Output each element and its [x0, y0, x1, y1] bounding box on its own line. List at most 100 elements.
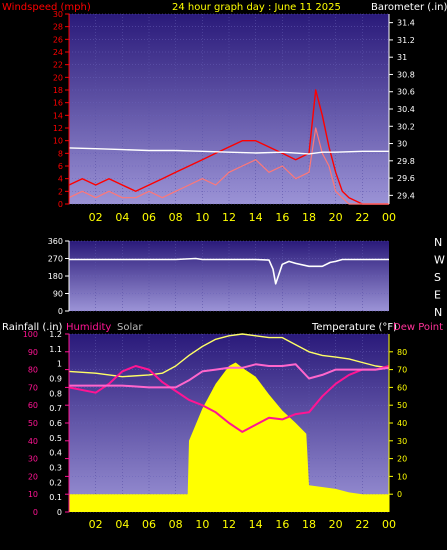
- left-label-rainfall: Rainfall (.in): [2, 322, 63, 333]
- x-tick-label: 12: [222, 518, 236, 531]
- right-tick-label: 30.8: [397, 70, 415, 79]
- temp-tick-label: 50: [397, 401, 407, 410]
- left-tick-label: 22: [53, 61, 63, 70]
- compass-label: E: [434, 289, 441, 302]
- left-tick-label: 2: [58, 187, 63, 196]
- dir-left-tick-label: 270: [48, 255, 63, 264]
- temp-tick-label: 60: [397, 383, 407, 392]
- x-tick-label: 08: [169, 518, 183, 531]
- left-tick-label: 30: [53, 10, 63, 19]
- x-tick-label: 02: [89, 211, 103, 224]
- right-tick-label: 31: [397, 53, 407, 62]
- rain-tick-label: 0.9: [49, 375, 62, 384]
- humidity-tick-label: 80: [28, 366, 38, 375]
- dir-left-tick-label: 0: [58, 307, 63, 316]
- humidity-line: [68, 365, 390, 433]
- dir-left-tick-label: 90: [53, 290, 63, 299]
- right-tick-label: 30.6: [397, 88, 415, 97]
- left-tick-label: 12: [53, 124, 63, 133]
- temp-tick-label: 80: [397, 348, 407, 357]
- rain-tick-label: 0.3: [49, 464, 62, 473]
- windspeed-series-line: [68, 127, 389, 205]
- right-tick-label: 31.4: [397, 19, 415, 28]
- temp-tick-label: 40: [397, 419, 407, 428]
- temperature-line: [68, 333, 390, 378]
- right-label-temperature: Temperature (°F): [311, 322, 397, 333]
- humidity-tick-label: 70: [28, 383, 38, 392]
- rain-tick-label: 1: [57, 360, 62, 369]
- humidity-tick-label: 30: [28, 455, 38, 464]
- right-tick-label: 30.4: [397, 105, 415, 114]
- right-tick-label: 29.4: [397, 191, 415, 200]
- humidity-tick-label: 100: [23, 330, 38, 339]
- x-tick-label: 06: [142, 518, 156, 531]
- dir-left-tick-label: 180: [48, 272, 63, 281]
- left-tick-label: 6: [58, 162, 63, 171]
- label-humidity: Humidity: [66, 322, 111, 333]
- left-tick-label: 14: [53, 111, 63, 120]
- humidity-tick-label: 60: [28, 401, 38, 410]
- left-tick-label: 10: [53, 137, 63, 146]
- left-label-wind: Windspeed (mph): [2, 2, 91, 13]
- x-tick-label: 10: [195, 518, 209, 531]
- left-tick-label: 26: [53, 35, 63, 44]
- x-tick-label: 14: [249, 211, 263, 224]
- rain-tick-label: 0.4: [49, 449, 62, 458]
- temp-tick-label: 30: [397, 437, 407, 446]
- right-label-barometer: Barometer (.in): [371, 2, 447, 13]
- solar-area: [69, 362, 389, 512]
- right-tick-label: 30: [397, 140, 407, 149]
- humidity-tick-label: 20: [28, 472, 38, 481]
- temp-tick-label: 10: [397, 472, 407, 481]
- x-tick-label: 00: [382, 211, 396, 224]
- dir-left-tick-label: 360: [48, 237, 63, 246]
- rain-tick-label: 0.8: [49, 389, 62, 398]
- rain-tick-label: 0: [57, 508, 62, 517]
- left-tick-label: 18: [53, 86, 63, 95]
- x-tick-label: 10: [195, 211, 209, 224]
- x-tick-label: 06: [142, 211, 156, 224]
- x-tick-label: 20: [329, 518, 343, 531]
- humidity-tick-label: 40: [28, 437, 38, 446]
- left-tick-label: 16: [53, 99, 63, 108]
- left-tick-label: 28: [53, 23, 63, 32]
- compass-label: N: [434, 306, 442, 319]
- right-tick-label: 29.8: [397, 157, 415, 166]
- right-tick-label: 30.2: [397, 122, 415, 131]
- x-tick-label: 18: [302, 211, 316, 224]
- x-tick-label: 14: [249, 518, 263, 531]
- left-tick-label: 8: [58, 149, 63, 158]
- rain-tick-label: 0.7: [49, 404, 62, 413]
- x-tick-label: 20: [329, 211, 343, 224]
- rain-tick-label: 0.2: [49, 478, 62, 487]
- x-tick-label: 04: [115, 211, 129, 224]
- x-tick-label: 04: [115, 518, 129, 531]
- right-tick-label: 31.2: [397, 36, 415, 45]
- temp-tick-label: 70: [397, 366, 407, 375]
- left-tick-label: 20: [53, 73, 63, 82]
- x-tick-label: 16: [275, 211, 289, 224]
- rain-tick-label: 1.1: [49, 345, 62, 354]
- left-tick-label: 0: [58, 200, 63, 209]
- rain-tick-label: 1.2: [49, 330, 62, 339]
- compass-label: W: [434, 254, 445, 267]
- x-tick-label: 12: [222, 211, 236, 224]
- rain-tick-label: 0.5: [49, 434, 62, 443]
- rain-tick-label: 0.1: [49, 493, 62, 502]
- left-tick-label: 4: [58, 175, 63, 184]
- humidity-tick-label: 10: [28, 490, 38, 499]
- wind-panel: [69, 14, 389, 204]
- label-solar: Solar: [117, 322, 143, 333]
- x-tick-label: 18: [302, 518, 316, 531]
- x-tick-label: 02: [89, 518, 103, 531]
- x-tick-label: 16: [275, 518, 289, 531]
- x-tick-label: 22: [355, 211, 369, 224]
- temp-tick-label: 0: [397, 490, 402, 499]
- humidity-tick-label: 50: [28, 419, 38, 428]
- compass-label: S: [434, 271, 441, 284]
- left-tick-label: 24: [53, 48, 63, 57]
- chart-title: 24 hour graph day : June 11 2025: [172, 2, 341, 13]
- humidity-tick-label: 90: [28, 348, 38, 357]
- barometer-series-line: [68, 147, 389, 155]
